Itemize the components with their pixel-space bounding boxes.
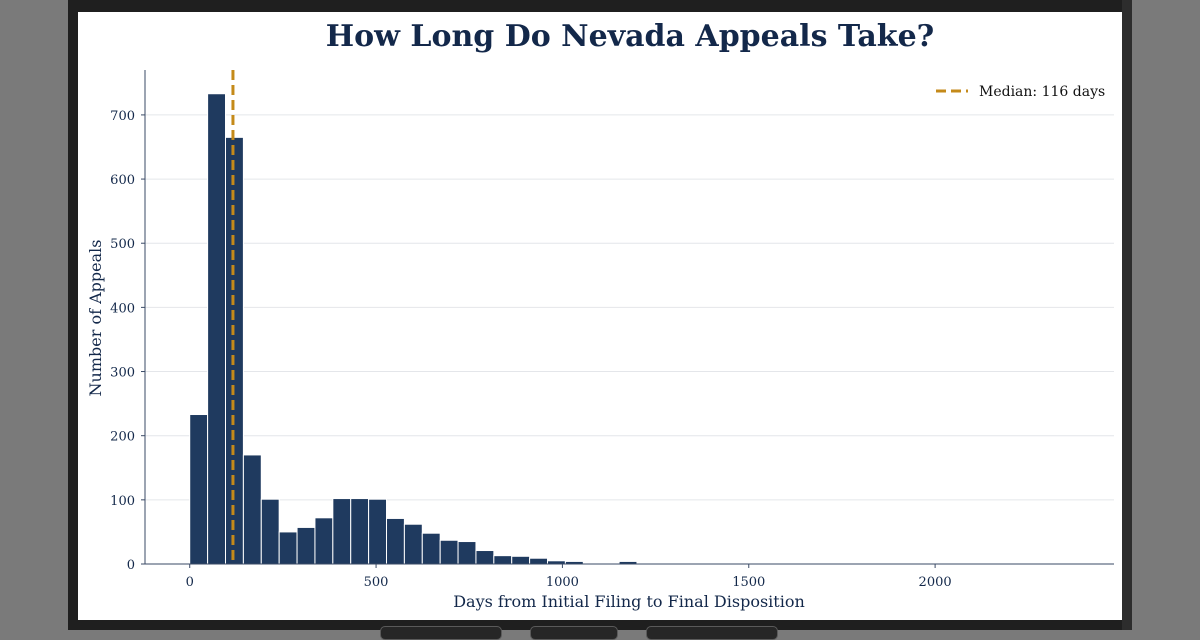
x-tick-label: 2000	[919, 575, 952, 590]
y-axis-label: Number of Appeals	[86, 240, 105, 397]
histogram-bar	[296, 526, 316, 565]
y-tick-label: 200	[110, 430, 135, 445]
histogram-bar	[439, 539, 459, 565]
histogram-bar	[350, 498, 370, 565]
histogram-bar	[457, 541, 477, 565]
y-tick-label: 500	[110, 237, 135, 252]
y-axis-ticks: 0 100 200 300 400 500 600 700	[110, 109, 145, 573]
histogram-bar	[225, 136, 244, 565]
legend-median-label: Median: 116 days	[979, 84, 1105, 100]
y-tick-label: 100	[110, 494, 135, 509]
y-tick-label: 0	[127, 558, 135, 573]
y-tick-label: 300	[110, 366, 135, 381]
histogram-bar	[260, 498, 280, 565]
window-edge	[1122, 0, 1132, 630]
histogram-bar	[242, 454, 262, 565]
chart-title: How Long Do Nevada Appeals Take?	[326, 19, 935, 54]
axes	[144, 70, 1114, 565]
histogram-bar	[386, 517, 405, 565]
y-tick-label: 600	[110, 173, 135, 188]
histogram-bar	[421, 532, 441, 565]
histogram-bar	[332, 498, 352, 565]
gridlines	[145, 114, 1114, 501]
histogram-bar	[511, 555, 531, 565]
x-tick-label: 500	[364, 575, 389, 590]
histogram-bar	[207, 93, 227, 565]
histogram-bar	[475, 550, 495, 565]
x-tick-label: 0	[186, 575, 194, 590]
x-tick-label: 1500	[732, 575, 765, 590]
x-axis-ticks: 0 500 1000 1500 2000	[186, 564, 952, 590]
histogram-bar	[493, 555, 513, 565]
histogram-bar	[368, 498, 388, 565]
x-tick-label: 1000	[546, 575, 579, 590]
legend: Median: 116 days	[936, 84, 1105, 100]
y-tick-label: 400	[110, 301, 135, 316]
y-tick-label: 700	[110, 109, 135, 124]
x-axis-label: Days from Initial Filing to Final Dispos…	[453, 592, 805, 611]
histogram-bar	[189, 414, 209, 565]
histogram-bar	[278, 531, 298, 565]
histogram-bar	[314, 517, 334, 565]
histogram-bar	[529, 557, 549, 565]
bars	[189, 93, 817, 565]
histogram-bar	[403, 523, 423, 565]
